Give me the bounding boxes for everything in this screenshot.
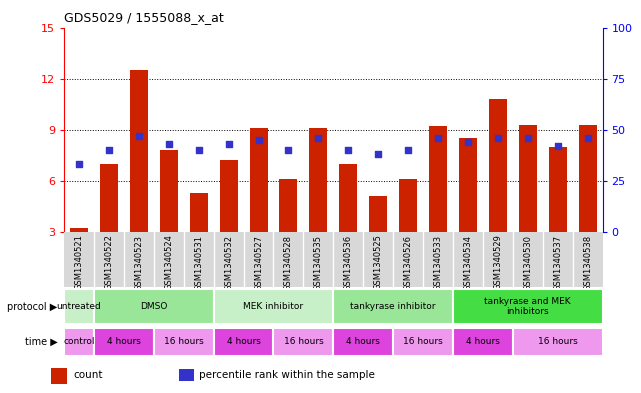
Text: GSM1340533: GSM1340533 [433, 235, 442, 291]
Text: GSM1340525: GSM1340525 [374, 235, 383, 290]
Point [463, 139, 473, 145]
Text: GSM1340523: GSM1340523 [135, 235, 144, 290]
Bar [453, 289, 603, 324]
Point [283, 147, 294, 153]
Text: 16 hours: 16 hours [538, 338, 578, 346]
Point [194, 147, 204, 153]
Bar [513, 328, 603, 356]
Text: GSM1340524: GSM1340524 [164, 235, 173, 290]
Text: 4 hours: 4 hours [466, 338, 500, 346]
Point [493, 135, 503, 141]
Text: tankyrase and MEK
inhibitors: tankyrase and MEK inhibitors [485, 297, 571, 316]
Point [224, 141, 234, 147]
Point [163, 141, 174, 147]
Text: tankyrase inhibitor: tankyrase inhibitor [351, 302, 436, 311]
Bar [489, 99, 507, 283]
Bar [339, 164, 357, 283]
Text: 4 hours: 4 hours [227, 338, 260, 346]
Point [343, 147, 353, 153]
Bar [154, 328, 213, 356]
Text: GSM1340529: GSM1340529 [494, 235, 503, 290]
Text: percentile rank within the sample: percentile rank within the sample [199, 370, 374, 380]
Text: count: count [74, 370, 103, 380]
Text: untreated: untreated [56, 302, 101, 311]
Text: time ▶: time ▶ [25, 337, 58, 347]
Text: GSM1340521: GSM1340521 [74, 235, 83, 290]
Text: control: control [63, 338, 95, 346]
Bar [160, 150, 178, 283]
Text: GSM1340535: GSM1340535 [314, 235, 323, 290]
Bar [94, 289, 213, 324]
Bar [249, 128, 267, 283]
Bar [179, 369, 194, 381]
Text: MEK inhibitor: MEK inhibitor [244, 302, 304, 311]
Bar [220, 160, 238, 283]
Point [403, 147, 413, 153]
Bar [549, 147, 567, 283]
Bar [519, 125, 537, 283]
Bar [459, 138, 477, 283]
Text: GDS5029 / 1555088_x_at: GDS5029 / 1555088_x_at [64, 11, 224, 24]
Text: GSM1340534: GSM1340534 [463, 235, 472, 290]
Point [553, 143, 563, 149]
Bar [213, 289, 333, 324]
Text: GSM1340532: GSM1340532 [224, 235, 233, 290]
Point [373, 151, 383, 157]
Bar [369, 196, 387, 283]
Text: GSM1340537: GSM1340537 [553, 235, 562, 291]
Point [74, 161, 84, 167]
Text: GSM1340531: GSM1340531 [194, 235, 203, 290]
Point [104, 147, 114, 153]
Bar [64, 328, 94, 356]
Bar [279, 179, 297, 283]
Bar [579, 125, 597, 283]
Text: GSM1340530: GSM1340530 [523, 235, 532, 290]
Bar [274, 328, 333, 356]
Text: protocol ▶: protocol ▶ [8, 301, 58, 312]
Bar [310, 128, 328, 283]
Bar [100, 164, 118, 283]
Text: GSM1340526: GSM1340526 [404, 235, 413, 290]
Text: GSM1340528: GSM1340528 [284, 235, 293, 290]
Bar [51, 369, 67, 384]
Point [134, 133, 144, 139]
Text: 4 hours: 4 hours [346, 338, 380, 346]
Text: 16 hours: 16 hours [283, 338, 323, 346]
Text: 16 hours: 16 hours [164, 338, 204, 346]
Text: 16 hours: 16 hours [403, 338, 443, 346]
Bar [213, 328, 274, 356]
Bar [64, 289, 94, 324]
Point [522, 135, 533, 141]
Bar [453, 328, 513, 356]
Text: GSM1340538: GSM1340538 [583, 235, 592, 291]
Bar [393, 328, 453, 356]
Point [313, 135, 324, 141]
Bar [333, 289, 453, 324]
Bar [94, 328, 154, 356]
Point [583, 135, 593, 141]
Bar [429, 126, 447, 283]
Point [253, 137, 263, 143]
Text: GSM1340522: GSM1340522 [104, 235, 113, 290]
Text: GSM1340536: GSM1340536 [344, 235, 353, 291]
Text: GSM1340527: GSM1340527 [254, 235, 263, 290]
Bar [70, 228, 88, 283]
Text: 4 hours: 4 hours [107, 338, 141, 346]
Text: DMSO: DMSO [140, 302, 167, 311]
Point [433, 135, 443, 141]
Bar [130, 70, 148, 283]
Bar [333, 328, 393, 356]
Bar [190, 193, 208, 283]
Bar [399, 179, 417, 283]
